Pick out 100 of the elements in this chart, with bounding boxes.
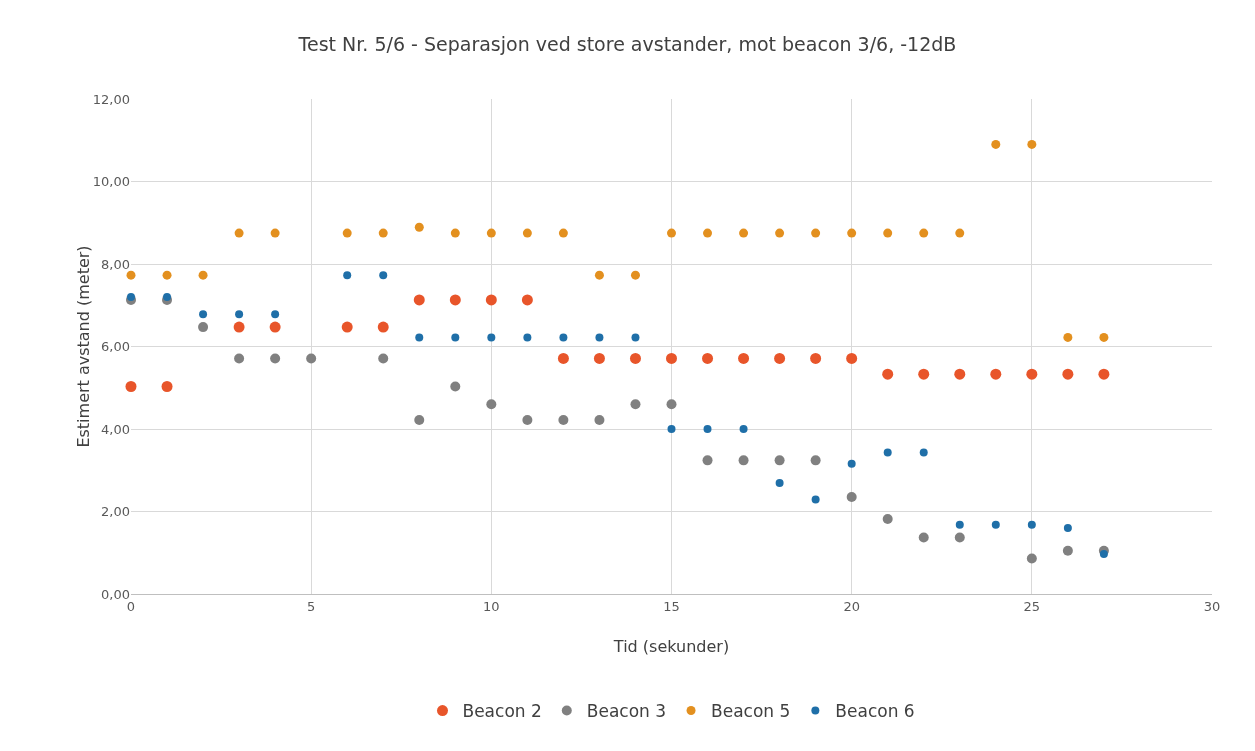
point [127, 293, 135, 301]
point [198, 270, 208, 280]
point [415, 333, 424, 342]
point [522, 228, 532, 238]
point [954, 532, 965, 543]
point [703, 425, 712, 433]
point [341, 321, 353, 333]
point [991, 520, 1000, 529]
point [125, 381, 137, 393]
point [161, 381, 173, 393]
point [629, 352, 641, 364]
x-axis-title: Tid (sekunder) [612, 637, 730, 656]
point [485, 294, 497, 306]
point [1098, 368, 1110, 380]
point [377, 321, 389, 333]
point [559, 333, 568, 342]
point [774, 455, 785, 466]
point [1063, 524, 1072, 532]
point [1062, 368, 1074, 380]
point [414, 414, 425, 425]
point [774, 352, 786, 364]
point [1027, 139, 1037, 149]
point [199, 310, 208, 319]
point [163, 293, 172, 301]
point [883, 448, 892, 457]
point [631, 333, 640, 342]
y-axis-title: Estimert avstand (meter) [74, 245, 93, 448]
point [198, 322, 209, 333]
point [595, 333, 604, 342]
point [558, 414, 569, 425]
point [882, 513, 893, 524]
point [487, 333, 496, 342]
y-tick-label: 10,00 [92, 174, 130, 190]
point [450, 228, 460, 238]
point [343, 271, 352, 280]
point [306, 353, 317, 364]
point [630, 270, 640, 280]
point [594, 270, 604, 280]
x-tick-label: 15 [663, 598, 680, 614]
point [342, 228, 352, 238]
point [1027, 520, 1036, 529]
point [702, 352, 714, 364]
point [847, 228, 857, 238]
x-tick-label: 5 [307, 598, 316, 614]
point [126, 270, 136, 280]
point [270, 228, 280, 238]
x-tick-label: 20 [843, 598, 860, 614]
point [235, 310, 244, 319]
point [810, 455, 821, 466]
point [234, 353, 245, 364]
point [271, 310, 280, 319]
point [739, 425, 748, 433]
point [846, 352, 858, 364]
point [955, 520, 964, 529]
legend-label: Beacon 2 [462, 701, 542, 722]
point [667, 228, 676, 238]
point [666, 352, 677, 364]
point [1099, 549, 1108, 558]
point [1026, 553, 1037, 564]
point [882, 368, 894, 380]
point [775, 228, 785, 238]
legend-label: Beacon 6 [835, 701, 915, 722]
point [522, 414, 533, 425]
point [558, 228, 568, 238]
point [1062, 545, 1073, 556]
point [847, 459, 856, 468]
y-tick-label: 2,00 [101, 504, 130, 520]
y-tick-label: 12,00 [92, 91, 130, 107]
legend-label: Beacon 5 [711, 701, 791, 722]
point [918, 532, 929, 543]
point [667, 425, 676, 433]
point [593, 352, 605, 364]
x-tick-label: 10 [483, 598, 500, 614]
point [738, 352, 750, 364]
point [919, 448, 928, 457]
point [486, 228, 496, 238]
point [954, 368, 966, 380]
point [702, 455, 713, 466]
point [523, 333, 532, 342]
point [919, 228, 929, 238]
point [521, 294, 533, 306]
point [810, 352, 822, 364]
point [234, 228, 244, 238]
point [594, 414, 605, 425]
y-tick-label: 8,00 [101, 256, 130, 272]
point [811, 228, 821, 238]
point [666, 399, 677, 410]
point [811, 495, 820, 504]
x-tick-label: 30 [1203, 598, 1221, 614]
point [990, 368, 1002, 380]
point [846, 492, 857, 503]
point [775, 479, 784, 488]
point [486, 399, 497, 410]
y-tick-label: 6,00 [101, 339, 130, 355]
point [630, 399, 641, 410]
point [918, 368, 930, 380]
point [738, 455, 749, 466]
point [450, 381, 461, 392]
point [378, 228, 388, 238]
point [991, 139, 1001, 149]
